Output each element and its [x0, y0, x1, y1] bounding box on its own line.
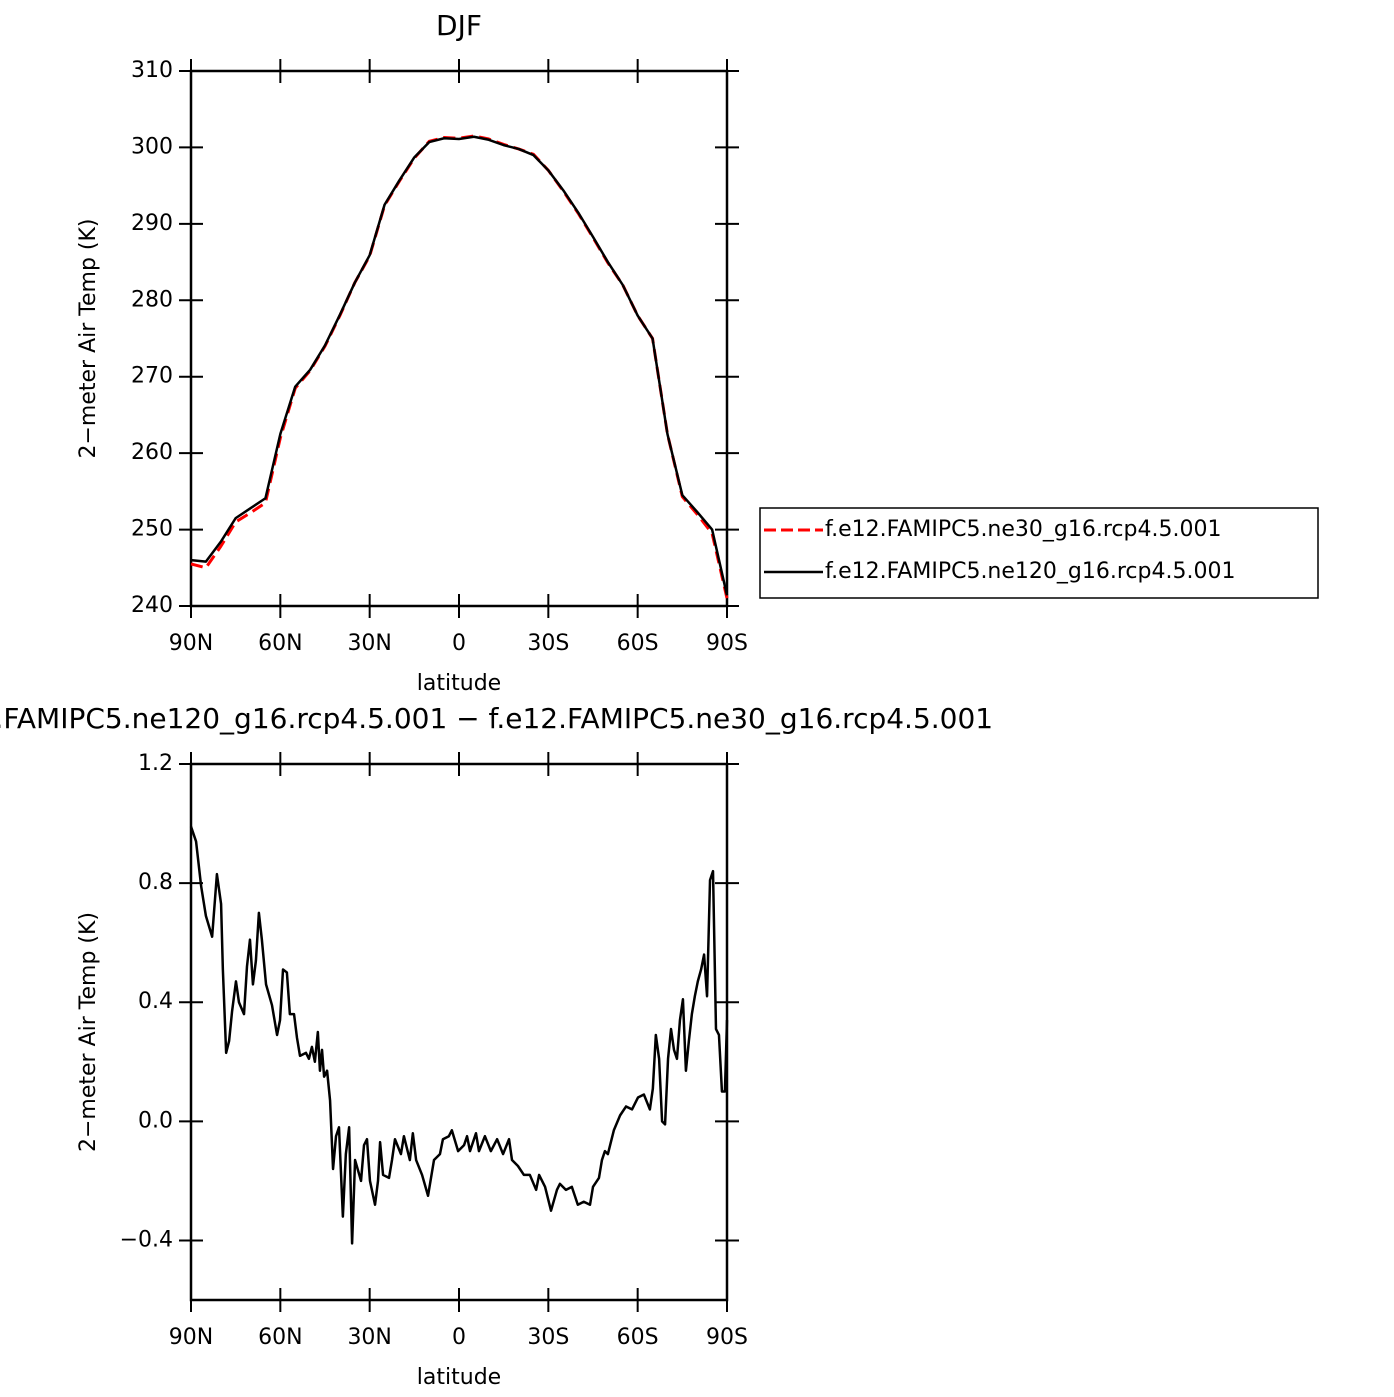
chart-title: DJF [436, 9, 482, 42]
y-tick-label: 240 [131, 593, 173, 618]
legend-box [759, 507, 1319, 599]
y-tick-label: −0.4 [120, 1227, 173, 1252]
plot-frame [189, 762, 729, 1302]
x-tick-label: 30N [347, 631, 391, 656]
series-line [189, 826, 729, 1245]
y-tick-label: 270 [131, 364, 173, 389]
legend-label: f.e12.FAMIPC5.ne120_g16.rcp4.5.001 [825, 559, 1235, 584]
plot-frame [189, 69, 729, 608]
series-line [190, 134, 729, 599]
y-tick-label: 0.8 [138, 870, 173, 895]
legend-label: f.e12.FAMIPC5.ne30_g16.rcp4.5.001 [825, 517, 1221, 542]
x-tick-label: 30S [527, 631, 569, 656]
x-axis-label: latitude [417, 671, 501, 696]
x-tick-label: 60N [258, 1325, 302, 1350]
x-axis-label: latitude [417, 1365, 501, 1390]
y-tick-label: 0.0 [138, 1108, 173, 1133]
x-tick-label: 60N [258, 631, 302, 656]
x-tick-label: 90N [169, 1325, 213, 1350]
y-tick-label: 0.4 [138, 989, 173, 1014]
y-tick-label: 290 [131, 211, 173, 236]
x-tick-label: 60S [617, 631, 659, 656]
x-tick-label: 90S [706, 631, 748, 656]
y-tick-label: 250 [131, 517, 173, 542]
y-tick-label: 310 [131, 58, 173, 83]
chart-title: f.e12.FAMIPC5.ne120_g16.rcp4.5.001 − f.e… [0, 702, 993, 735]
y-axis-label: 2−meter Air Temp (K) [76, 218, 101, 458]
x-tick-label: 0 [452, 631, 466, 656]
y-tick-label: 260 [131, 440, 173, 465]
x-tick-label: 0 [452, 1325, 466, 1350]
y-axis-label: 2−meter Air Temp (K) [76, 912, 101, 1152]
x-tick-label: 30S [527, 1325, 569, 1350]
y-tick-label: 300 [131, 134, 173, 159]
y-tick-label: 1.2 [138, 751, 173, 776]
x-tick-label: 90S [706, 1325, 748, 1350]
x-tick-label: 90N [169, 631, 213, 656]
x-tick-label: 60S [617, 1325, 659, 1350]
series-line [190, 135, 729, 596]
x-tick-label: 30N [347, 1325, 391, 1350]
y-tick-label: 280 [131, 287, 173, 312]
